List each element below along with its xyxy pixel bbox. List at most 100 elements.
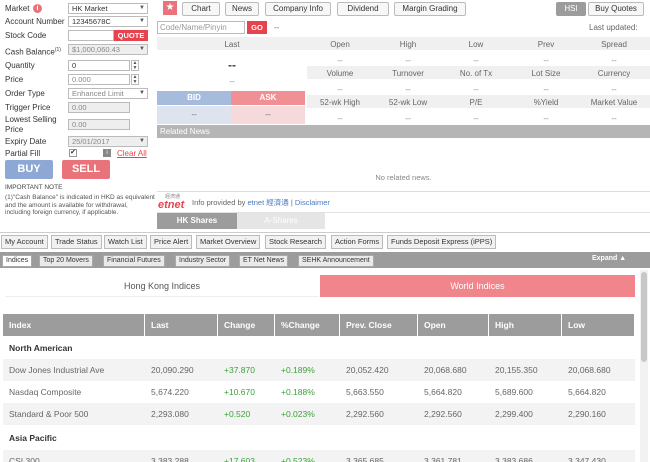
tab-trade-status[interactable]: Trade Status xyxy=(51,235,102,249)
currency-label: Currency xyxy=(597,69,631,78)
index-name[interactable]: Dow Jones Industrial Ave xyxy=(9,365,105,375)
table-row[interactable] xyxy=(3,381,635,403)
col-prev-close[interactable]: Prev. Close xyxy=(340,314,418,336)
lowest-selling-label: Lowest Selling Price xyxy=(5,115,57,134)
quantity-input[interactable]: 0 xyxy=(68,60,130,71)
subtab-sehk-announcement[interactable]: SEHK Announcement xyxy=(298,255,374,267)
tab-funds-deposit[interactable]: Funds Deposit Express (iPPS) xyxy=(387,235,497,249)
tab-market-overview[interactable]: Market Overview xyxy=(196,235,261,249)
high-cell: 3,383.686 xyxy=(495,456,533,462)
tab-action-forms[interactable]: Action Forms xyxy=(331,235,384,249)
related-news-body xyxy=(157,138,650,192)
tab-price-alert[interactable]: Price Alert xyxy=(150,235,193,249)
low-cell: 2,290.160 xyxy=(568,409,606,419)
volume-label: Volume xyxy=(326,69,354,78)
last-value: -- xyxy=(228,58,236,72)
disclaimer-link[interactable]: Disclaimer xyxy=(294,198,330,207)
table-row[interactable] xyxy=(3,450,635,462)
market-value-label: Market Value xyxy=(590,98,638,107)
hk-indices-toggle[interactable]: Hong Kong Indices xyxy=(5,275,319,297)
search-input[interactable]: Code/Name/Pinyin xyxy=(157,21,245,34)
col-high[interactable]: High xyxy=(489,314,562,336)
subtab-financial-futures[interactable]: Financial Futures xyxy=(103,255,165,267)
subtab-industry-sector[interactable]: Industry Sector xyxy=(175,255,231,267)
quantity-stepper[interactable]: ▲ ▼ xyxy=(131,60,139,71)
tab-buy-quotes[interactable]: Buy Quotes xyxy=(588,2,644,16)
high-label: High xyxy=(399,40,417,49)
lot-size-value: -- xyxy=(543,85,549,94)
related-news-header: Related News xyxy=(157,125,650,138)
account-select[interactable]: 12345678C ▼ xyxy=(68,16,148,27)
market-select[interactable]: HK Market ▼ xyxy=(68,3,148,14)
index-name[interactable]: CSI 300 xyxy=(9,456,40,462)
subtab-indices[interactable]: Indices xyxy=(2,255,33,267)
price-input[interactable]: 0.000 xyxy=(68,74,130,85)
tab-news[interactable]: News xyxy=(225,2,259,16)
pe-value: -- xyxy=(473,114,479,123)
col-open[interactable]: Open xyxy=(418,314,489,336)
tab-a-shares[interactable]: A-Shares xyxy=(237,213,325,229)
price-stepper[interactable]: ▲ ▼ xyxy=(131,74,139,85)
col-index[interactable]: Index xyxy=(3,314,145,336)
low-cell: 20,068.680 xyxy=(568,365,611,375)
tab-chart[interactable]: Chart xyxy=(182,2,220,16)
change-cell: +37.870 xyxy=(224,365,255,375)
subtab-etnet-news[interactable]: ET Net News xyxy=(239,255,289,267)
search-result-placeholder: -- xyxy=(274,23,280,32)
favorite-star-button[interactable]: ★ xyxy=(163,1,177,15)
index-name[interactable]: Nasdaq Composite xyxy=(9,387,82,397)
turnover-value: -- xyxy=(405,85,411,94)
expiry-select[interactable]: 25/01/2017 ▼ xyxy=(68,136,148,147)
tab-dividend[interactable]: Dividend xyxy=(337,2,389,16)
scrollbar-thumb[interactable] xyxy=(641,272,647,362)
order-type-label: Order Type xyxy=(5,89,45,98)
high-cell: 20,155.350 xyxy=(495,365,538,375)
info-icon[interactable]: i xyxy=(33,4,42,13)
stock-code-input[interactable] xyxy=(68,30,114,41)
ask-value: -- xyxy=(231,106,305,124)
open-label: Open xyxy=(330,40,350,49)
low-value: -- xyxy=(473,56,479,65)
stats-header-row xyxy=(307,37,650,50)
table-row[interactable] xyxy=(3,403,635,425)
tab-hk-shares[interactable]: HK Shares xyxy=(157,213,237,229)
tab-watch-list[interactable]: Watch List xyxy=(104,235,147,249)
col-last[interactable]: Last xyxy=(145,314,218,336)
tab-hsi[interactable]: HSI xyxy=(556,2,586,16)
col-change[interactable]: Change xyxy=(218,314,275,336)
tab-my-account[interactable]: My Account xyxy=(1,235,48,249)
world-indices-toggle[interactable]: World Indices xyxy=(320,275,635,297)
spread-label: Spread xyxy=(601,40,627,49)
col-low[interactable]: Low xyxy=(562,314,635,336)
go-button[interactable]: GO xyxy=(247,21,267,34)
no-news-text: No related news. xyxy=(375,173,432,182)
divider xyxy=(157,212,650,213)
help-icon[interactable]: i xyxy=(103,149,111,157)
quote-button[interactable]: QUOTE xyxy=(114,30,148,41)
chevron-down-icon: ▼ xyxy=(139,46,145,52)
tab-company-info[interactable]: Company Info xyxy=(265,2,331,16)
provider-link[interactable]: etnet 經濟通 xyxy=(247,198,289,207)
index-name[interactable]: Standard & Poor 500 xyxy=(9,409,89,419)
table-row[interactable] xyxy=(3,359,635,381)
lowest-selling-input[interactable]: 0.00 xyxy=(68,119,130,130)
last-label: Last xyxy=(224,40,240,49)
buy-button[interactable]: BUY xyxy=(5,160,53,179)
tab-margin-grading[interactable]: Margin Grading xyxy=(394,2,466,16)
expand-button[interactable]: Expand ▲ xyxy=(592,255,627,262)
sell-button[interactable]: SELL xyxy=(62,160,110,179)
col-pct-change[interactable]: %Change xyxy=(275,314,340,336)
last-updated-label: Last updated: xyxy=(589,23,638,32)
clear-all-link[interactable]: Clear All xyxy=(117,149,147,158)
turnover-label: Turnover xyxy=(392,69,424,78)
partial-fill-checkbox[interactable]: ✔ xyxy=(69,149,77,157)
subtab-top20[interactable]: Top 20 Movers xyxy=(39,255,93,267)
order-type-select[interactable]: Enhanced Limit ▼ xyxy=(68,88,148,99)
prev-close-cell: 20,052.420 xyxy=(346,365,389,375)
change-cell: +10.670 xyxy=(224,387,255,397)
tab-stock-research[interactable]: Stock Research xyxy=(265,235,326,249)
trigger-price-input[interactable]: 0.00 xyxy=(68,102,130,113)
scrollbar[interactable] xyxy=(640,270,648,462)
low-cell: 3,347.430 xyxy=(568,456,606,462)
open-value: -- xyxy=(337,56,343,65)
